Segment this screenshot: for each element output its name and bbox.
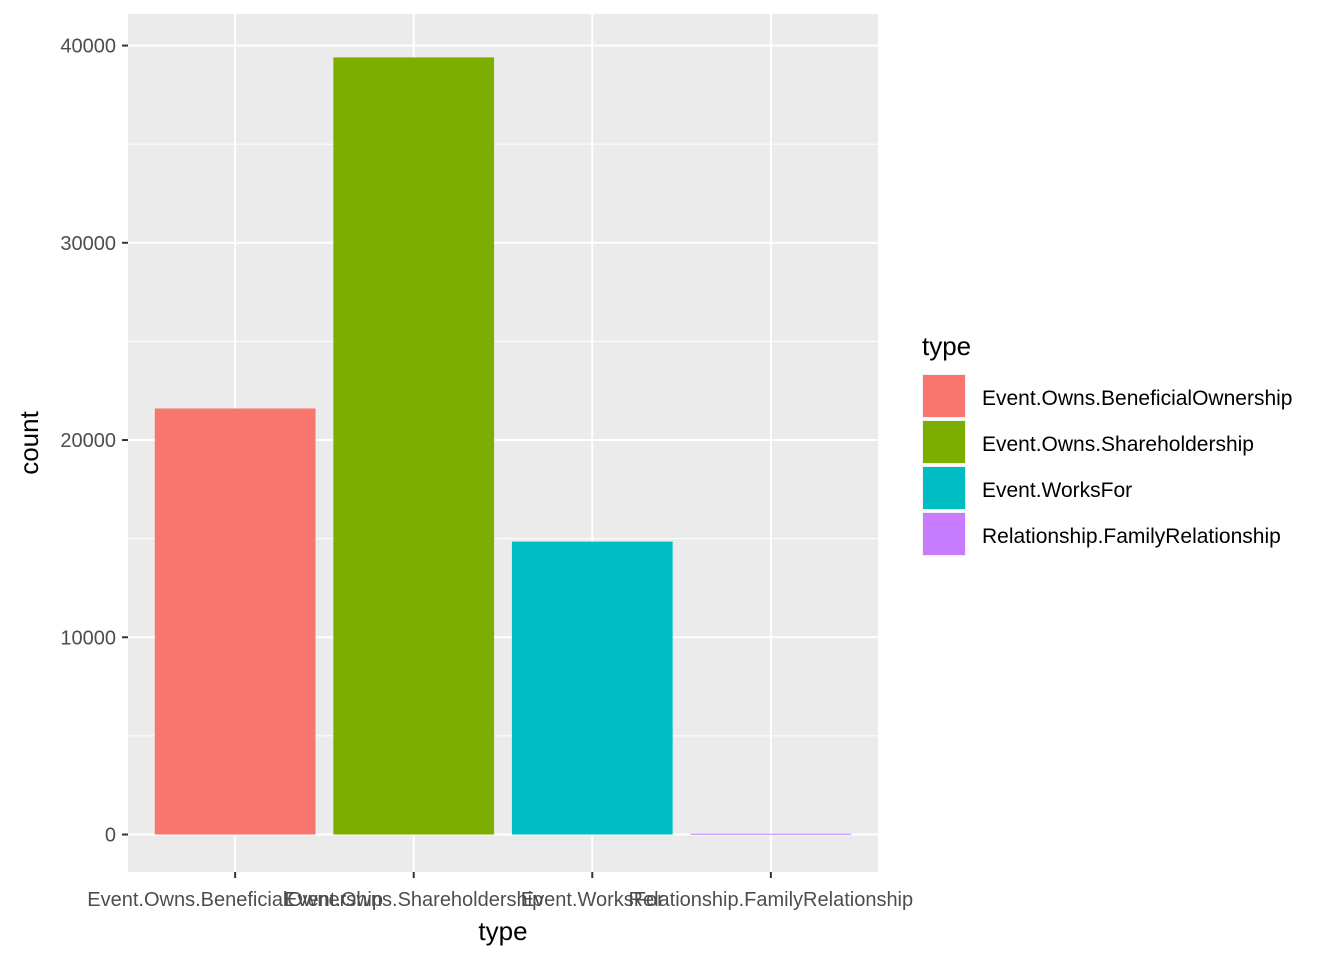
legend-key — [923, 513, 965, 555]
bar — [154, 408, 316, 835]
y-tick-label: 20000 — [60, 430, 116, 452]
bar — [333, 57, 495, 835]
x-tick-label: Relationship.FamilyRelationship — [629, 889, 914, 911]
y-tick-label: 40000 — [60, 36, 116, 58]
legend-label: Relationship.FamilyRelationship — [982, 525, 1281, 548]
legend-label: Event.Owns.BeneficialOwnership — [982, 387, 1292, 410]
bar — [511, 541, 673, 835]
bars-group — [154, 57, 852, 835]
y-axis-title: count — [14, 410, 44, 474]
x-tick-label: Event.Owns.Shareholdership — [284, 889, 543, 911]
legend: type Event.Owns.BeneficialOwnership Event… — [922, 331, 1292, 556]
legend-key — [923, 467, 965, 509]
legend-key — [923, 421, 965, 463]
y-axis: 0 10000 20000 30000 40000 — [60, 36, 128, 847]
x-axis-title: type — [478, 916, 527, 946]
bar — [690, 833, 852, 835]
legend-title: type — [922, 331, 971, 361]
x-axis: Event.Owns.BeneficialOwnershipEvent.Owns… — [87, 872, 913, 911]
y-tick-label: 0 — [105, 825, 116, 847]
x-tick-label: Event.WorksFor — [521, 889, 664, 911]
legend-label: Event.WorksFor — [982, 479, 1132, 502]
y-tick-label: 10000 — [60, 627, 116, 649]
x-tick-label: Event.Owns.BeneficialOwnership — [87, 889, 383, 911]
y-tick-label: 30000 — [60, 233, 116, 255]
legend-key — [923, 375, 965, 417]
legend-label: Event.Owns.Shareholdership — [982, 433, 1254, 456]
